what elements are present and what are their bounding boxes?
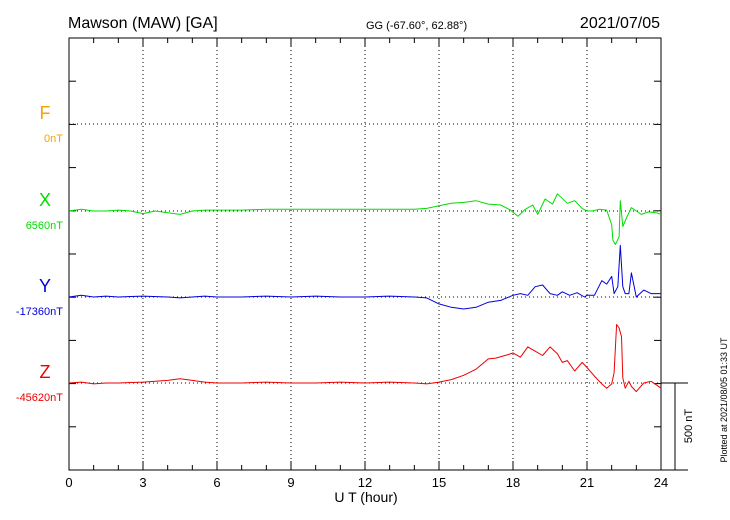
scale-bar-label: 500 nT: [683, 409, 695, 444]
channel-name-x: X: [39, 190, 51, 210]
x-tick-label: 24: [654, 475, 668, 490]
x-tick-label: 21: [580, 475, 594, 490]
series-line-z: [68, 324, 662, 393]
x-tick-label: 6: [213, 475, 220, 490]
channel-baseline-z: -45620nT: [16, 392, 63, 404]
x-tick-label: 15: [432, 475, 446, 490]
channel-baseline-y: -17360nT: [16, 306, 63, 318]
channel-name-f: F: [40, 103, 51, 123]
x-tick-label: 12: [358, 475, 372, 490]
channel-baseline-x: 6560nT: [26, 220, 64, 232]
scale-bar: 500 nT: [661, 382, 695, 471]
channel-baseline-f: 0nT: [44, 133, 63, 145]
x-tick-label: 18: [506, 475, 520, 490]
frame-ticks: [68, 38, 662, 470]
x-tick-label: 3: [139, 475, 146, 490]
series-line-y: [68, 244, 661, 310]
x-tick-labels: 0 3 6 9 12 15 18 21 24: [65, 475, 668, 490]
date-label: 2021/07/05: [580, 15, 660, 32]
channel-labels: F 0nT X 6560nT Y -17360nT Z -45620nT: [16, 103, 63, 404]
x-axis-label: U T (hour): [334, 489, 397, 505]
channel-name-y: Y: [39, 276, 51, 296]
grid-lines: [69, 38, 661, 470]
coordinates-label: GG (-67.60°, 62.88°): [366, 20, 467, 32]
channel-name-z: Z: [40, 362, 51, 382]
plotted-timestamp: Plotted at 2021/08/05 01:33 UT: [719, 337, 729, 463]
series-line-x: [68, 193, 662, 245]
station-title: Mawson (MAW) [GA]: [68, 15, 218, 32]
x-tick-label: 9: [287, 475, 294, 490]
series-lines: [68, 193, 662, 393]
x-tick-label: 0: [65, 475, 72, 490]
